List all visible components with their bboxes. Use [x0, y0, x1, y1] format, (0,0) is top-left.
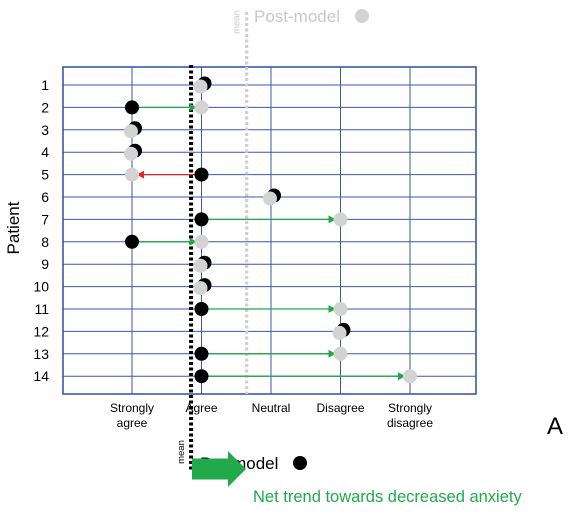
patient-tick-12: 12 [33, 323, 49, 339]
x-tick-2: Agree [185, 401, 217, 415]
post-point-4 [124, 146, 138, 161]
post-point-10 [193, 281, 208, 296]
pre-point-5 [194, 167, 209, 182]
trend-arrow-icon [192, 450, 246, 488]
patient-tick-7: 7 [41, 211, 49, 227]
post-point-1 [193, 79, 208, 94]
y-axis-label: Patient [4, 201, 23, 254]
x-tick-4: Disagree [316, 401, 364, 415]
x-tick-5: Strongly disagree [387, 401, 433, 430]
post-point-14 [403, 369, 417, 384]
plot-frame [62, 66, 477, 395]
grid [62, 66, 477, 395]
patient-tick-2: 2 [41, 99, 49, 115]
patient-tick-13: 13 [33, 346, 49, 362]
x-tick-1: Strongly agree [110, 401, 154, 430]
patient-tick-14: 14 [33, 368, 49, 384]
post-point-3 [124, 124, 138, 139]
post-point-6 [263, 191, 277, 206]
trend-label: Net trend towards decreased anxiety [253, 488, 522, 506]
patient-tick-10: 10 [33, 279, 49, 295]
post-point-13 [333, 346, 348, 361]
patient-tick-4: 4 [41, 144, 49, 160]
patient-tick-3: 3 [41, 122, 49, 138]
patient-tick-5: 5 [41, 167, 49, 183]
mean-label-post: mean [232, 10, 243, 34]
legend-post-marker [355, 9, 369, 23]
pre-point-8 [125, 234, 139, 249]
legend-pre-marker [293, 456, 307, 470]
data-points [124, 76, 417, 384]
post-point-9 [193, 258, 208, 273]
pre-point-13 [194, 346, 209, 361]
patient-tick-8: 8 [41, 234, 49, 250]
legend-post-label: Post-model [254, 7, 340, 26]
mean-lines [189, 12, 249, 470]
pre-point-7 [194, 212, 209, 227]
post-point-7 [333, 212, 348, 227]
pre-point-2 [125, 100, 139, 115]
axis-labels: meanmean1234567891011121314PatientStrong… [4, 10, 563, 464]
mean-label-pre: mean [176, 440, 187, 464]
post-point-8 [194, 234, 209, 249]
change-arrows [136, 103, 406, 381]
post-point-5 [125, 167, 139, 182]
post-point-11 [333, 302, 348, 316]
post-point-2 [194, 100, 209, 115]
patient-tick-11: 11 [34, 301, 49, 317]
x-tick-3: Neutral [252, 401, 291, 415]
post-point-12 [332, 325, 347, 340]
pre-point-11 [194, 302, 209, 316]
patient-tick-1: 1 [41, 77, 49, 93]
pre-point-14 [194, 369, 209, 384]
patient-tick-9: 9 [41, 256, 49, 272]
panel-letter: A [547, 413, 563, 440]
patient-tick-6: 6 [41, 189, 49, 205]
